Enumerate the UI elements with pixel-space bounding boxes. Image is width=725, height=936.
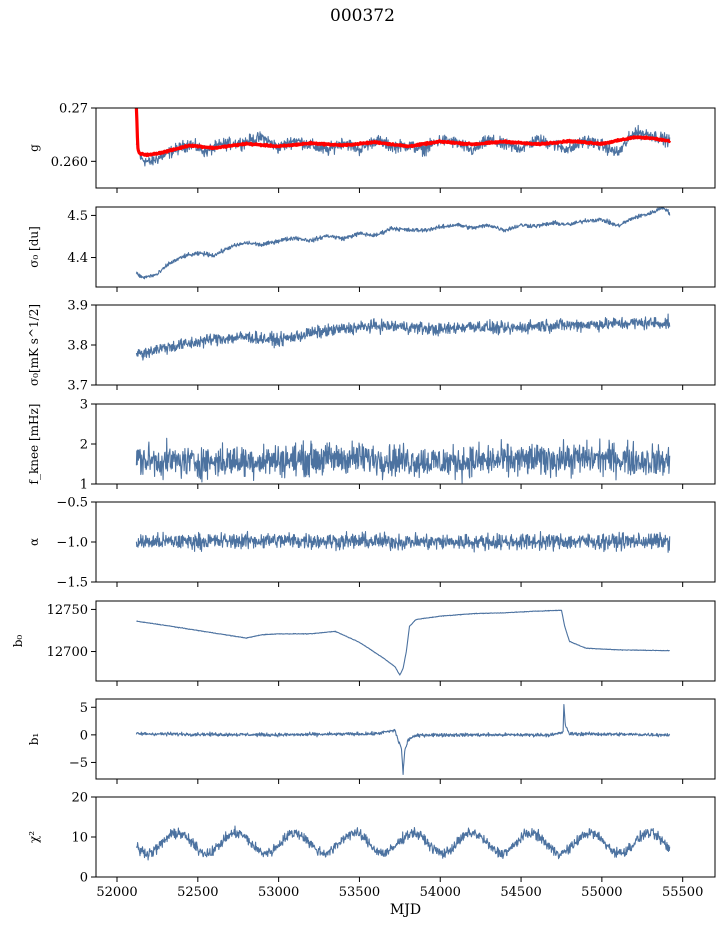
y-tick-label-5-0: 12700 (47, 645, 88, 660)
axes-frame-1 (95, 206, 716, 288)
y-tick-label-2-0: 3.7 (67, 379, 88, 394)
y-axis-label-4: α (27, 538, 41, 546)
x-tick-label-1: 52500 (177, 885, 218, 900)
series-line-0-1 (134, 108, 672, 158)
y-tick-label-6-2: 5 (80, 701, 88, 716)
x-tick-label-3: 53500 (339, 885, 380, 900)
x-axis-label: MJD (390, 902, 421, 918)
y-tick-label-0-1: 0.27 (59, 102, 88, 117)
x-tick-label-0: 52000 (96, 885, 137, 900)
y-axis-label-7: χ² (27, 831, 41, 843)
y-tick-label-4-1: −1.0 (56, 536, 88, 551)
series-line-3-0 (135, 437, 671, 484)
y-tick-label-3-1: 2 (80, 438, 88, 453)
y-tick-label-0-0: 0.260 (51, 155, 88, 170)
y-tick-label-6-0: −5 (69, 756, 88, 771)
series-line-2-0 (135, 313, 671, 361)
y-tick-label-2-2: 3.9 (67, 299, 88, 314)
y-tick-label-2-1: 3.8 (67, 339, 88, 354)
y-tick-label-3-0: 1 (80, 478, 88, 493)
axes-frame-3 (95, 403, 716, 485)
axes-frame-5 (95, 600, 716, 682)
y-tick-label-3-2: 3 (80, 398, 88, 413)
y-tick-label-1-0: 4.4 (67, 251, 88, 266)
y-axis-label-5: b₀ (11, 635, 25, 648)
y-tick-label-5-1: 12750 (47, 603, 88, 618)
x-tick-label-4: 54000 (420, 885, 461, 900)
y-tick-label-4-2: −0.5 (56, 496, 88, 511)
x-tick-label-6: 55000 (581, 885, 622, 900)
y-tick-label-1-1: 4.5 (67, 209, 88, 224)
y-axis-label-1: σ₀ [du] (27, 226, 41, 268)
y-axis-label-3: f_knee [mHz] (27, 404, 41, 485)
series-line-4-0 (135, 530, 671, 553)
y-tick-label-7-0: 0 (80, 871, 88, 886)
y-tick-label-7-2: 20 (71, 791, 88, 806)
y-tick-label-6-1: 0 (80, 728, 88, 743)
x-tick-label-5: 54500 (500, 885, 541, 900)
y-axis-label-2: σ₀[mK s^1/2] (27, 304, 41, 386)
x-tick-label-2: 53000 (258, 885, 299, 900)
series-line-6-0 (135, 704, 671, 776)
x-tick-label-7: 55500 (662, 885, 703, 900)
axes-frame-6 (95, 698, 716, 780)
y-tick-label-7-1: 10 (71, 831, 88, 846)
y-tick-label-4-0: −1.5 (56, 576, 88, 591)
y-axis-label-0: g (27, 144, 41, 152)
axes-frame-0 (95, 107, 716, 189)
series-line-1-0 (135, 206, 671, 280)
series-line-7-0 (135, 825, 671, 861)
y-axis-label-6: b₁ (27, 733, 41, 746)
figure-title: 000372 (330, 6, 395, 26)
series-line-5-0 (136, 609, 670, 676)
